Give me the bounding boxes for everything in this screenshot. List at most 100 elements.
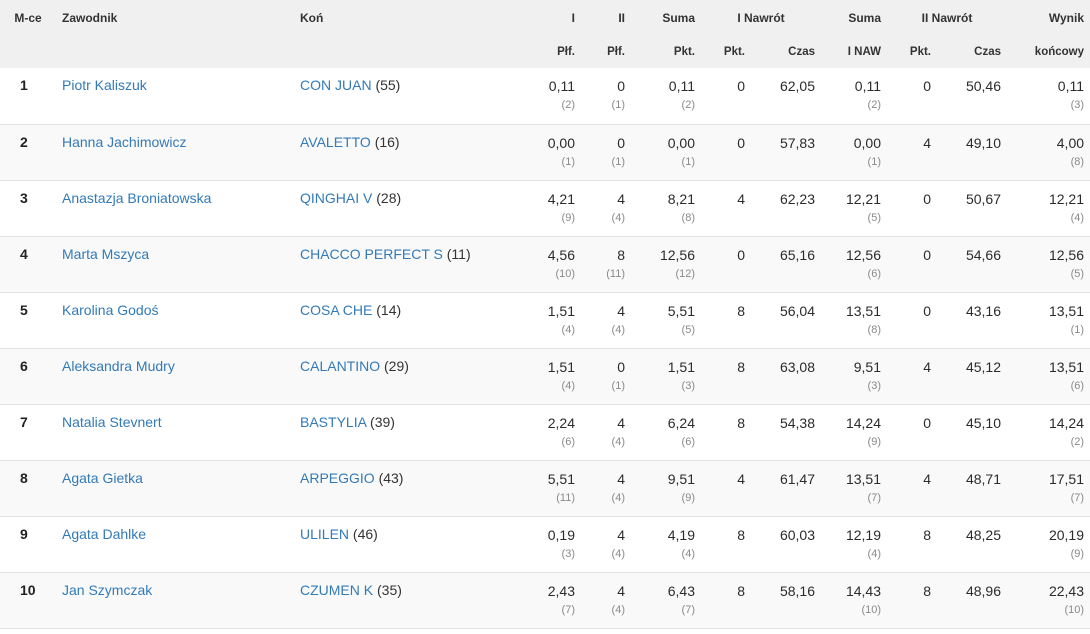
sub-jumpoff1-pts: Pkt.: [723, 46, 745, 58]
horse-number: (35): [373, 581, 402, 598]
sum2-rank: (5): [867, 211, 881, 224]
rider-link[interactable]: Hanna Jachimowicz: [62, 133, 187, 150]
sum2-rank: (6): [867, 267, 881, 280]
round1-faults: 4,21: [547, 190, 575, 207]
sum-points: 8,21: [667, 190, 695, 207]
jumpoff2-points: 8: [923, 582, 931, 599]
rider-link[interactable]: Anastazja Broniatowska: [62, 189, 212, 206]
round1-rank: (2): [561, 99, 575, 111]
jumpoff2-time: 50,67: [965, 190, 1002, 207]
rider-link[interactable]: Marta Mszyca: [62, 245, 150, 262]
table-row: 9 Agata Dahlke ULILEN (46) 0,19 (3) 4 (4) …: [0, 516, 1090, 572]
final-result: 13,51: [1048, 302, 1085, 319]
final-result: 12,21: [1048, 190, 1085, 207]
table-row: 2 Hanna Jachimowicz AVALETTO (16) 0,00 (1…: [0, 124, 1090, 180]
horse-link[interactable]: BASTYLIA: [300, 413, 367, 430]
table-row: 6 Aleksandra Mudry CALANTINO (29) 1,51 (4…: [0, 348, 1090, 404]
sum2-rank: (3): [867, 379, 881, 392]
sum-points: 12,56: [659, 246, 695, 263]
round1-rank: (4): [561, 323, 575, 336]
jumpoff2-points: 0: [923, 302, 931, 319]
round1-faults: 1,51: [547, 302, 575, 319]
col-result: Wynik: [1048, 11, 1085, 25]
horse-number: (28): [372, 189, 402, 206]
round2-faults: 0: [617, 358, 625, 375]
col-round2: II: [618, 11, 625, 25]
rider-link[interactable]: Karolina Godoś: [62, 301, 159, 318]
sum-points: 9,51: [667, 470, 695, 487]
jumpoff1-time: 56,04: [779, 302, 815, 319]
final-rank: (5): [1070, 267, 1085, 280]
jumpoff2-time: 45,12: [965, 358, 1002, 375]
final-rank: (6): [1070, 379, 1085, 392]
sum2-points: 12,19: [845, 526, 881, 543]
horse-link[interactable]: QINGHAI V: [300, 189, 373, 206]
sum2-rank: (10): [861, 603, 881, 616]
round2-faults: 4: [617, 302, 625, 319]
horse-number: (11): [442, 245, 471, 262]
horse-link[interactable]: ULILEN: [300, 525, 350, 542]
rider-link[interactable]: Aleksandra Mudry: [62, 357, 175, 374]
horse-number: (14): [372, 301, 402, 318]
round1-rank: (3): [561, 547, 575, 560]
sub-sum2: I NAW: [847, 46, 881, 58]
jumpoff1-points: 8: [737, 302, 745, 319]
sum-points: 1,51: [667, 358, 695, 375]
round1-rank: (6): [561, 435, 575, 448]
sub-jumpoff1-time: Czas: [788, 46, 815, 58]
final-rank: (2): [1070, 435, 1085, 448]
jumpoff2-time: 48,25: [965, 526, 1002, 543]
rider-link[interactable]: Piotr Kaliszuk: [62, 77, 147, 93]
jumpoff2-points: 0: [923, 246, 931, 263]
round1-faults: 2,24: [547, 414, 575, 431]
col-sum: Suma: [662, 11, 695, 25]
jumpoff1-time: 57,83: [779, 134, 815, 151]
final-rank: (3): [1070, 99, 1085, 111]
rider-link[interactable]: Agata Gietka: [62, 469, 143, 486]
horse-link[interactable]: ARPEGGIO: [300, 469, 375, 486]
rider-link[interactable]: Natalia Stevnert: [62, 413, 162, 430]
jumpoff1-points: 0: [737, 134, 745, 151]
place-cell: 8: [20, 469, 28, 486]
jumpoff1-points: 8: [737, 358, 745, 375]
horse-number: (16): [370, 133, 400, 150]
horse-link[interactable]: CHACCO PERFECT S: [300, 245, 443, 262]
col-rider: Zawodnik: [62, 11, 118, 25]
rider-link[interactable]: Jan Szymczak: [62, 581, 153, 598]
round2-faults: 0: [617, 134, 625, 151]
horse-link[interactable]: COSA CHE: [300, 301, 373, 318]
final-result: 17,51: [1048, 470, 1085, 487]
jumpoff1-time: 58,16: [779, 582, 815, 599]
horse-number: (46): [349, 525, 378, 542]
sum-rank: (3): [681, 379, 695, 392]
table-row: 10 Jan Szymczak CZUMEN K (35) 2,43 (7) 4 (…: [0, 572, 1090, 628]
jumpoff2-time: 54,66: [965, 246, 1002, 263]
round2-faults: 4: [617, 190, 625, 207]
horse-link[interactable]: CON JUAN: [300, 77, 372, 93]
table-header: M-ce Zawodnik Koń I II Suma I Nawrót Sum…: [0, 0, 1090, 68]
jumpoff2-points: 0: [923, 414, 931, 431]
final-rank: (7): [1070, 491, 1085, 504]
horse-number: (43): [374, 469, 404, 486]
jumpoff2-points: 8: [923, 526, 931, 543]
sum-rank: (1): [681, 155, 695, 168]
sub-place: [0, 36, 56, 68]
jumpoff2-time: 45,10: [965, 414, 1002, 431]
jumpoff1-time: 62,05: [779, 78, 815, 94]
final-result: 20,19: [1048, 526, 1085, 543]
sum2-points: 0,11: [854, 78, 881, 94]
horse-link[interactable]: AVALETTO: [300, 133, 371, 150]
horse-number: (29): [380, 357, 409, 374]
horse-number: (39): [366, 413, 395, 430]
final-result: 22,43: [1048, 582, 1085, 599]
rider-link[interactable]: Agata Dahlke: [62, 525, 147, 542]
jumpoff2-points: 0: [923, 190, 931, 207]
sum2-points: 14,43: [845, 582, 881, 599]
horse-link[interactable]: CALANTINO: [300, 357, 381, 374]
horse-number: (55): [371, 77, 401, 93]
round2-rank: (4): [611, 211, 625, 224]
jumpoff1-points: 4: [737, 470, 745, 487]
sum-rank: (5): [681, 323, 695, 336]
jumpoff1-points: 0: [737, 78, 745, 94]
horse-link[interactable]: CZUMEN K: [300, 581, 374, 598]
